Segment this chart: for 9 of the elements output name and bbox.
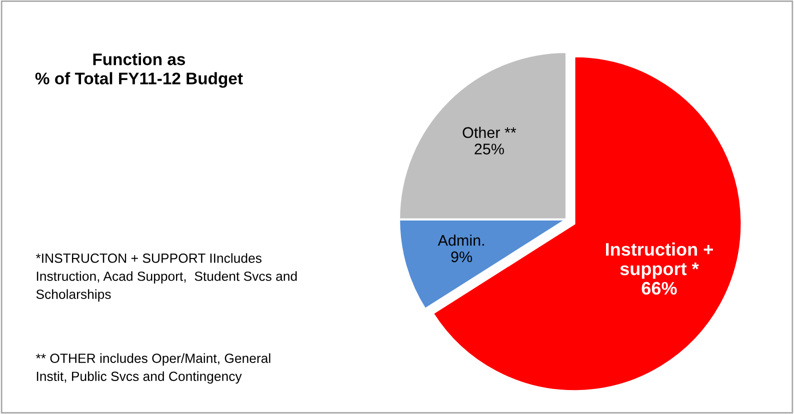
data-label: 66%: [642, 282, 677, 295]
slice-label: Admin.: [438, 234, 484, 246]
text: Function as % of Total FY11-12 Budget: [35, 52, 243, 88]
text: *INSTRUCTON + SUPPORT IIncludes Instruction, Acad Support, Student Svcs and Scholarships: [36, 253, 297, 302]
data-label: 9%: [451, 251, 472, 262]
text: ** OTHER includes Oper/Maint, General Instit, Public Svcs and Contingency: [36, 353, 270, 384]
slice-label: Other **: [462, 126, 516, 138]
data-label: 25%: [474, 144, 504, 154]
slice-label: Instruction + support *: [606, 242, 713, 279]
